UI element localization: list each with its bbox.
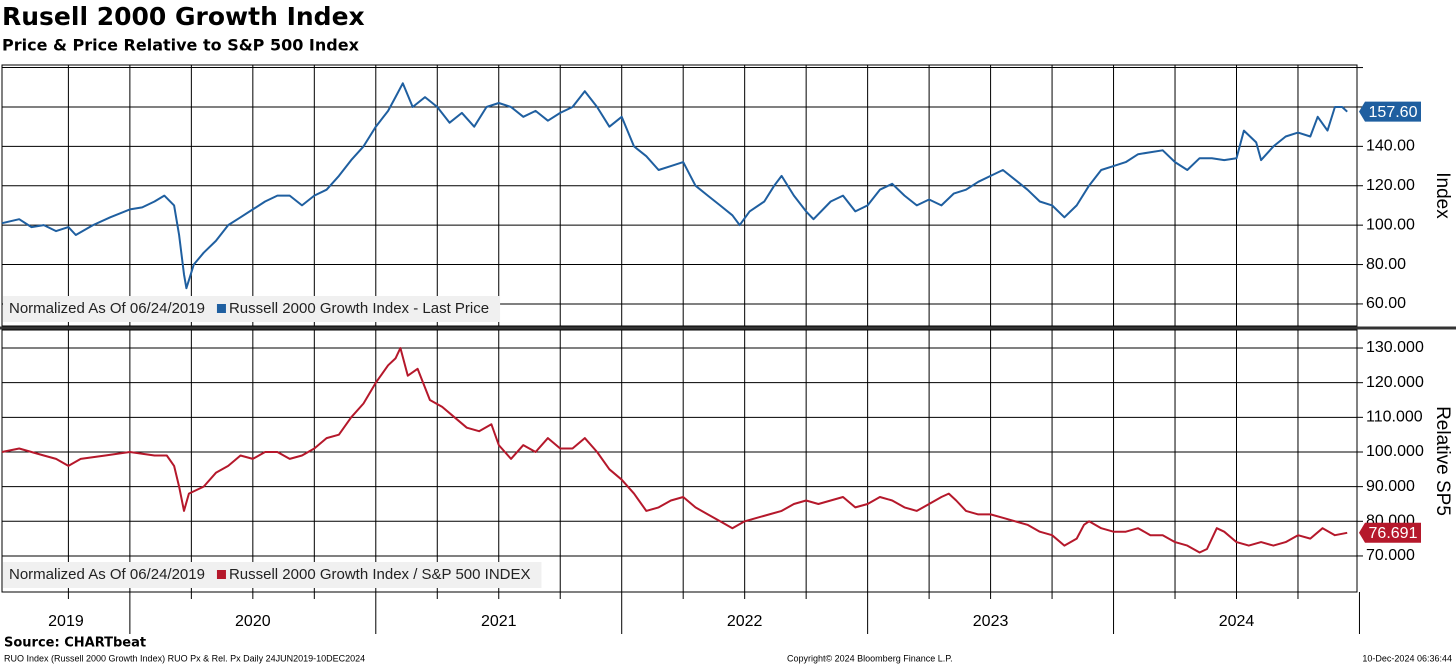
y-tick-label: 70.000 (1366, 547, 1415, 564)
x-tick-label: 2019 (48, 613, 84, 630)
legend-swatch (216, 304, 226, 313)
legend-note: Normalized As Of 06/24/2019 (9, 566, 205, 583)
y-tick-label: 100.00 (1366, 216, 1415, 233)
y-tick-label: 90.000 (1366, 478, 1415, 495)
plot-frame (1, 329, 1358, 593)
chart-subtitle: Price & Price Relative to S&P 500 Index (2, 36, 360, 55)
y-tick-label: 110.000 (1366, 409, 1423, 426)
legend-box (3, 562, 542, 588)
y-tick-label: 120.00 (1366, 177, 1415, 194)
legend-label: Russell 2000 Growth Index - Last Price (229, 300, 489, 317)
legend-box (3, 296, 501, 322)
footer-description: RUO Index (Russell 2000 Growth Index) RU… (4, 653, 365, 663)
y-tick-label: 80.00 (1366, 256, 1406, 273)
series-line (1, 347, 1348, 554)
source: Source: CHARTbeat (4, 636, 146, 651)
x-tick-label: 2021 (481, 613, 517, 630)
x-tick-label: 2023 (973, 613, 1009, 630)
y-tick-label: 130.000 (1366, 339, 1424, 356)
x-tick-label: 2020 (235, 613, 271, 630)
y-tick-label: 60.00 (1366, 295, 1406, 312)
last-value-label: 157.60 (1369, 104, 1418, 121)
y-tick-label: 100.000 (1366, 443, 1424, 460)
series-line (1, 82, 1348, 290)
legend-swatch (216, 570, 226, 579)
x-tick-label: 2024 (1219, 613, 1255, 630)
plot-frame (1, 64, 1358, 327)
y-tick-label: 120.000 (1366, 374, 1424, 391)
last-value-label: 76.691 (1369, 525, 1418, 542)
last-value-badge (1359, 101, 1421, 122)
timestamp: 10-Dec-2024 06:36:44 (1362, 653, 1452, 663)
chart-title: Rusell 2000 Growth Index (2, 2, 365, 31)
legend-label: Russell 2000 Growth Index / S&P 500 INDE… (229, 566, 531, 583)
legend-note: Normalized As Of 06/24/2019 (9, 300, 205, 317)
copyright: Copyright© 2024 Bloomberg Finance L.P. (787, 653, 953, 663)
last-value-badge (1359, 522, 1421, 543)
y-tick-label: 140.00 (1366, 138, 1415, 155)
x-tick-label: 2022 (727, 613, 763, 630)
y-axis-label: Relative SP5 (1432, 406, 1453, 516)
y-axis-label: Index (1432, 172, 1453, 219)
